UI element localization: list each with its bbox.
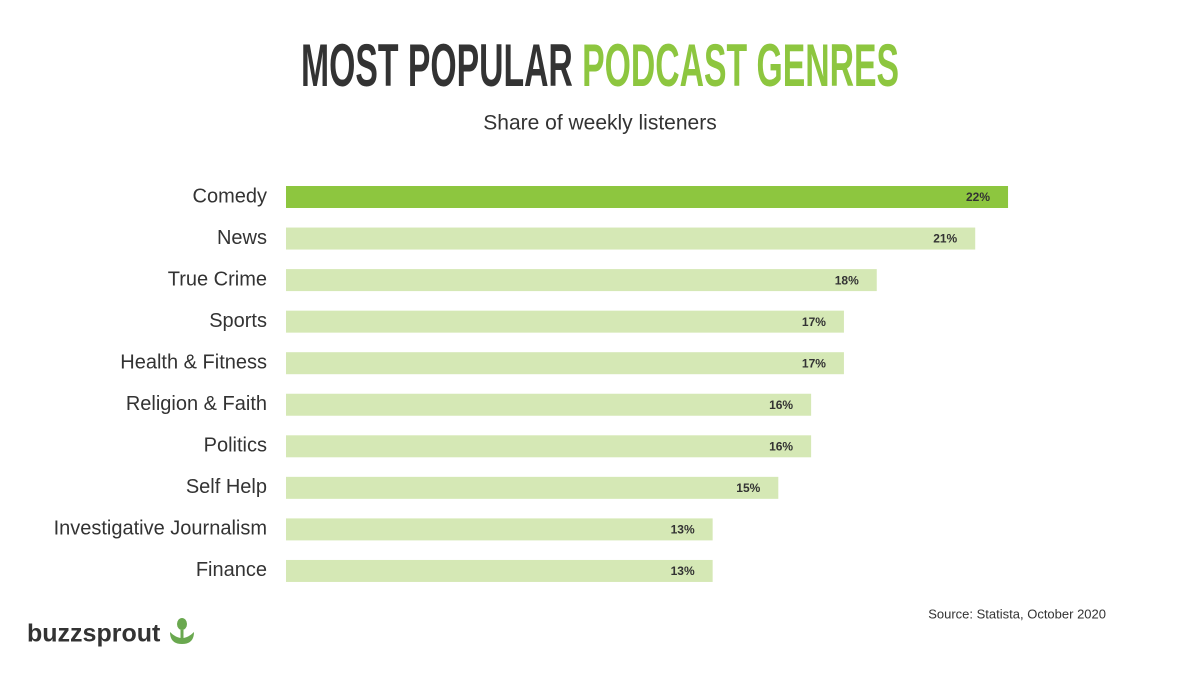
brand-icon	[170, 618, 194, 644]
source: Source: Statista, October 2020	[928, 606, 1106, 621]
bar	[286, 269, 877, 292]
value-label: 13%	[671, 523, 695, 537]
category-label: Sports	[209, 310, 267, 332]
value-label: 16%	[769, 398, 793, 412]
bar	[286, 352, 844, 375]
title-part: PODCAST GENRES	[582, 32, 899, 99]
value-label: 22%	[966, 190, 990, 204]
category-label: Religion & Faith	[126, 393, 267, 415]
value-label: 17%	[802, 315, 826, 329]
bar	[286, 435, 812, 458]
value-label: 17%	[802, 356, 826, 370]
brand: buzzsprout	[27, 620, 161, 648]
subtitle: Share of weekly listeners	[483, 112, 716, 135]
bar	[286, 186, 1009, 208]
bar	[286, 518, 713, 541]
category-label: Comedy	[193, 185, 267, 207]
chart-title: MOST POPULAR PODCAST GENRES	[301, 32, 899, 99]
category-label: Health & Fitness	[120, 351, 267, 373]
value-label: 21%	[933, 232, 957, 246]
bar	[286, 227, 976, 250]
category-label: Politics	[204, 435, 267, 457]
category-label: News	[217, 227, 267, 249]
category-label: True Crime	[168, 268, 267, 290]
category-label: Self Help	[186, 476, 267, 498]
bar	[286, 393, 812, 416]
bar	[286, 476, 779, 499]
category-label: Finance	[196, 559, 267, 581]
bar	[286, 559, 713, 582]
title-part: MOST POPULAR	[301, 32, 582, 99]
value-label: 16%	[769, 439, 793, 453]
value-label: 15%	[736, 481, 760, 495]
value-label: 13%	[671, 564, 695, 578]
category-label: Investigative Journalism	[54, 518, 267, 540]
value-label: 18%	[835, 273, 859, 287]
bar	[286, 310, 844, 333]
